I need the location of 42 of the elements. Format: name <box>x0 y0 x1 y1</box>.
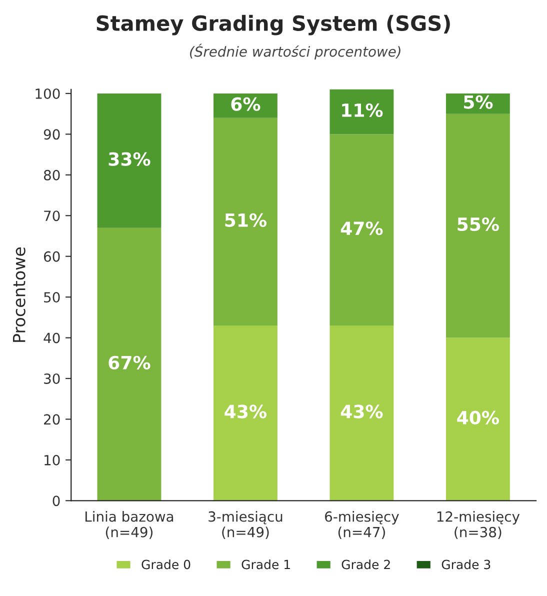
data-label: 11% <box>342 103 383 118</box>
y-tick-label: 50 <box>44 292 60 303</box>
y-tick-label: 0 <box>52 496 60 506</box>
legend-label: Grade 2 <box>342 560 390 570</box>
y-tick-label: 90 <box>44 129 60 140</box>
bar <box>330 326 394 501</box>
y-tick-label: 100 <box>36 88 60 99</box>
y-tick-label: 10 <box>44 454 60 466</box>
bar <box>330 134 394 326</box>
chart-title: Stamey Grading System (SGS) <box>96 14 450 36</box>
bar <box>214 118 278 326</box>
y-tick-label: 40 <box>44 332 60 344</box>
data-label: 6% <box>231 97 260 111</box>
data-label: 43% <box>224 404 266 418</box>
y-tick-label: 30 <box>44 373 60 384</box>
bar <box>330 89 394 134</box>
x-tick-label: Linia bazowa (n=49) <box>86 511 174 539</box>
legend-label: Grade 3 <box>442 560 490 570</box>
bar <box>97 228 162 501</box>
y-axis-title: Procentowe <box>13 247 26 342</box>
y-tick-label: 80 <box>44 170 60 180</box>
data-label: 55% <box>458 217 499 232</box>
legend-label: Grade 0 <box>142 560 190 570</box>
chart-subtitle: (Średnie wartości procentowe) <box>190 44 400 60</box>
data-label: 40% <box>457 410 499 424</box>
y-tick-label: 20 <box>44 414 60 425</box>
data-label: 47% <box>340 221 383 236</box>
data-label: 51% <box>225 213 266 227</box>
data-label: 5% <box>464 95 493 109</box>
legend-label: Grade 1 <box>242 560 290 570</box>
y-tick-label: 60 <box>44 251 60 262</box>
y-tick-label: 70 <box>44 210 60 222</box>
bar <box>97 93 162 228</box>
x-tick-label: 12-miesięcy (n=38) <box>437 511 520 539</box>
data-label: 43% <box>340 404 383 418</box>
bar <box>446 338 510 501</box>
bar <box>214 326 278 501</box>
x-tick-label: 6-miesięcy (n=47) <box>325 511 399 539</box>
data-label: 67% <box>108 356 150 370</box>
x-tick-label: 3-miesiącu (n=49) <box>208 511 282 539</box>
data-label: 33% <box>108 152 150 166</box>
bar <box>446 114 510 338</box>
